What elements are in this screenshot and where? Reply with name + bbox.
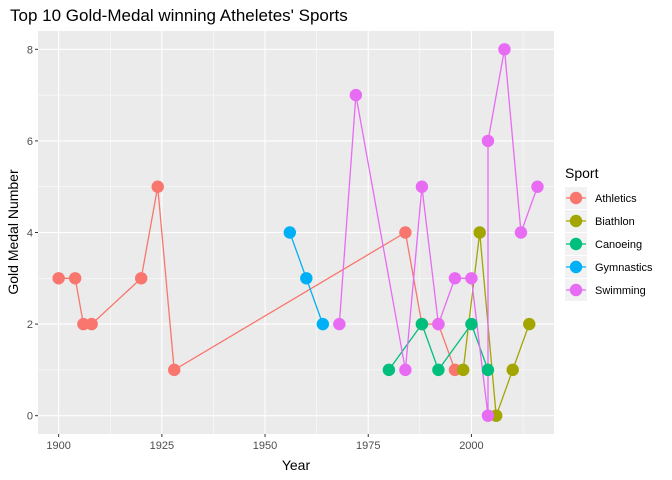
legend-label-canoeing: Canoeing	[595, 239, 642, 251]
data-point-swimming	[415, 180, 429, 193]
data-point-swimming	[448, 272, 462, 285]
legend-point-gymnastics	[569, 260, 583, 274]
data-point-biathlon	[473, 226, 486, 239]
data-point-athletics	[68, 272, 82, 285]
data-point-athletics	[151, 180, 164, 193]
legend-label-swimming: Swimming	[595, 285, 646, 297]
data-point-swimming	[481, 409, 495, 422]
data-point-athletics	[52, 272, 65, 285]
data-point-swimming	[349, 88, 363, 102]
legend: Sport Athletics Biathlon Canoeing Gymnastic…	[565, 165, 653, 301]
data-point-swimming	[498, 43, 511, 56]
legend-label-athletics: Athletics	[595, 193, 637, 205]
y-tick-label: 0	[27, 411, 33, 423]
y-tick-label: 4	[27, 228, 33, 240]
axes: 1900 1925 1950 1975 2000 0 2 4 6 8	[27, 44, 484, 452]
series-line-swimming	[338, 49, 539, 416]
legend-label-gymnastics: Gymnastics	[595, 262, 653, 274]
y-tick-label: 8	[27, 44, 33, 56]
legend-point-canoeing	[569, 237, 583, 251]
data-point-gymnastics	[283, 226, 297, 239]
data-point-canoeing	[382, 363, 396, 377]
data-point-swimming	[531, 180, 544, 193]
data-point-swimming	[465, 272, 478, 285]
x-tick-label: 1900	[46, 440, 70, 452]
legend-point-athletics	[569, 191, 583, 205]
x-tick-label: 1925	[150, 440, 174, 452]
data-point-canoeing	[465, 317, 478, 331]
data-point-biathlon	[523, 317, 536, 331]
legend-title: Sport	[565, 165, 599, 181]
data-point-swimming	[399, 363, 412, 377]
y-axis-title: Gold Medal Number	[5, 169, 21, 295]
x-tick-label: 2000	[459, 440, 483, 452]
chart-title: Top 10 Gold-Medal winning Atheletes' Spo…	[10, 6, 348, 25]
legend-point-swimming	[569, 283, 583, 297]
y-tick-label: 6	[27, 136, 33, 148]
data-point-swimming	[514, 226, 528, 239]
x-axis-title: Year	[282, 457, 311, 473]
data-point-athletics	[168, 363, 181, 377]
data-point-canoeing	[432, 363, 445, 377]
data-point-athletics	[399, 226, 412, 239]
data-point-gymnastics	[300, 272, 313, 285]
data-point-biathlon	[506, 363, 519, 377]
data-point-biathlon	[456, 363, 470, 377]
data-point-athletics	[135, 272, 148, 285]
data-point-canoeing	[481, 363, 495, 377]
data-point-athletics	[85, 317, 98, 331]
data-point-gymnastics	[316, 317, 330, 331]
data-point-swimming	[333, 317, 346, 331]
x-tick-label: 1950	[253, 440, 277, 452]
legend-label-biathlon: Biathlon	[595, 216, 635, 228]
x-tick-label: 1975	[356, 440, 380, 452]
data-point-canoeing	[415, 317, 429, 331]
legend-point-biathlon	[569, 214, 583, 228]
y-tick-label: 2	[27, 319, 33, 331]
data-point-swimming	[481, 134, 495, 148]
data-point-swimming	[432, 317, 445, 331]
series-layer	[52, 43, 544, 422]
